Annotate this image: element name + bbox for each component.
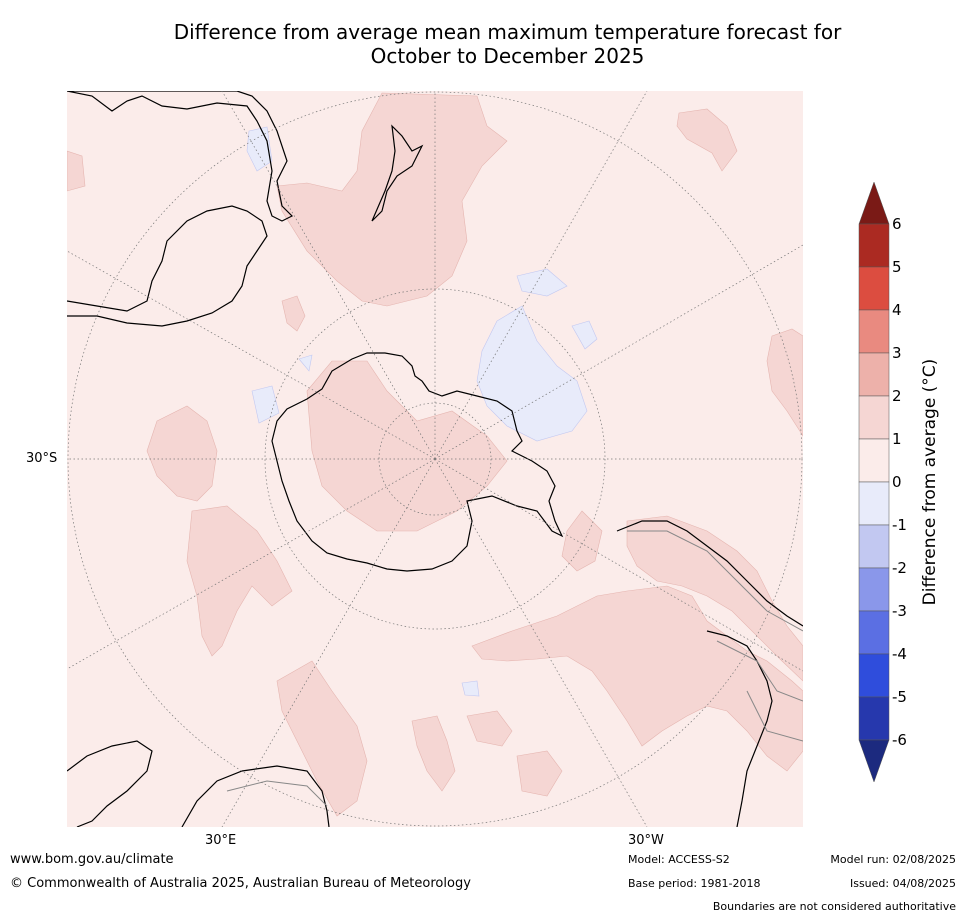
- lat-label-30s: 30°S: [26, 451, 58, 466]
- colorbar-swatch: [858, 567, 890, 612]
- australia-coastline: [67, 91, 294, 327]
- model-run-text: Model run: 02/08/2025: [830, 853, 956, 866]
- colorbar-extend-bottom: [858, 739, 890, 782]
- model-text: Model: ACCESS-S2: [628, 853, 730, 866]
- south-america-coastline: [616, 520, 803, 827]
- colorbar-swatch: [858, 438, 890, 483]
- colorbar-tick-label: 2: [892, 387, 902, 405]
- colorbar-swatch: [858, 524, 890, 569]
- issued-text: Issued: 04/08/2025: [849, 877, 956, 890]
- new-zealand-coastline: [371, 124, 424, 222]
- colorbar-tick-label: -5: [892, 688, 907, 706]
- colorbar-swatch: [858, 395, 890, 440]
- colorbar-swatch: [858, 696, 890, 741]
- website-link[interactable]: www.bom.gov.au/climate: [10, 852, 174, 867]
- lon-label-30w: 30°W: [628, 833, 664, 848]
- colorbar-tick-label: 1: [892, 430, 902, 448]
- colorbar-swatch: [858, 653, 890, 698]
- colorbar-tick-label: 5: [892, 258, 902, 276]
- title-line-1: Difference from average mean maximum tem…: [173, 20, 842, 44]
- base-period-text: Base period: 1981-2018: [628, 877, 761, 890]
- colorbar-tick-label: 6: [892, 215, 902, 233]
- colorbar-swatch: [858, 481, 890, 526]
- colorbar-tick-label: -6: [892, 731, 907, 749]
- polar-map: [67, 91, 803, 827]
- colorbar-tick-label: -2: [892, 559, 907, 577]
- graticule: [67, 91, 803, 827]
- colorbar-tick-label: -3: [892, 602, 907, 620]
- colorbar-label: Difference from average (°C): [920, 358, 940, 606]
- copyright-text: © Commonwealth of Australia 2025, Austra…: [10, 876, 471, 891]
- colorbar-swatch: [858, 610, 890, 655]
- colorbar-swatch: [858, 352, 890, 397]
- colorbar-extend-top: [858, 182, 890, 225]
- lon-label-30e: 30°E: [205, 833, 237, 848]
- colorbar-tick-label: -4: [892, 645, 907, 663]
- antarctica-coastline: [271, 352, 564, 572]
- colorbar-tick-label: 4: [892, 301, 902, 319]
- colorbar-tick-label: 0: [892, 473, 902, 491]
- colorbar-swatch: [858, 309, 890, 354]
- colorbar: [858, 182, 890, 782]
- warm-anomaly-patches: [67, 92, 803, 817]
- colorbar-tick-label: -1: [892, 516, 907, 534]
- title-line-2: October to December 2025: [370, 44, 645, 68]
- colorbar-tick-label: 3: [892, 344, 902, 362]
- colorbar-swatch: [858, 223, 890, 268]
- cool-anomaly-patches: [246, 126, 598, 697]
- colorbar-swatch: [858, 266, 890, 311]
- map-title: Difference from average mean maximum tem…: [60, 20, 955, 68]
- disclaimer-text: Boundaries are not considered authoritat…: [712, 900, 956, 913]
- country-boundaries: [226, 530, 803, 807]
